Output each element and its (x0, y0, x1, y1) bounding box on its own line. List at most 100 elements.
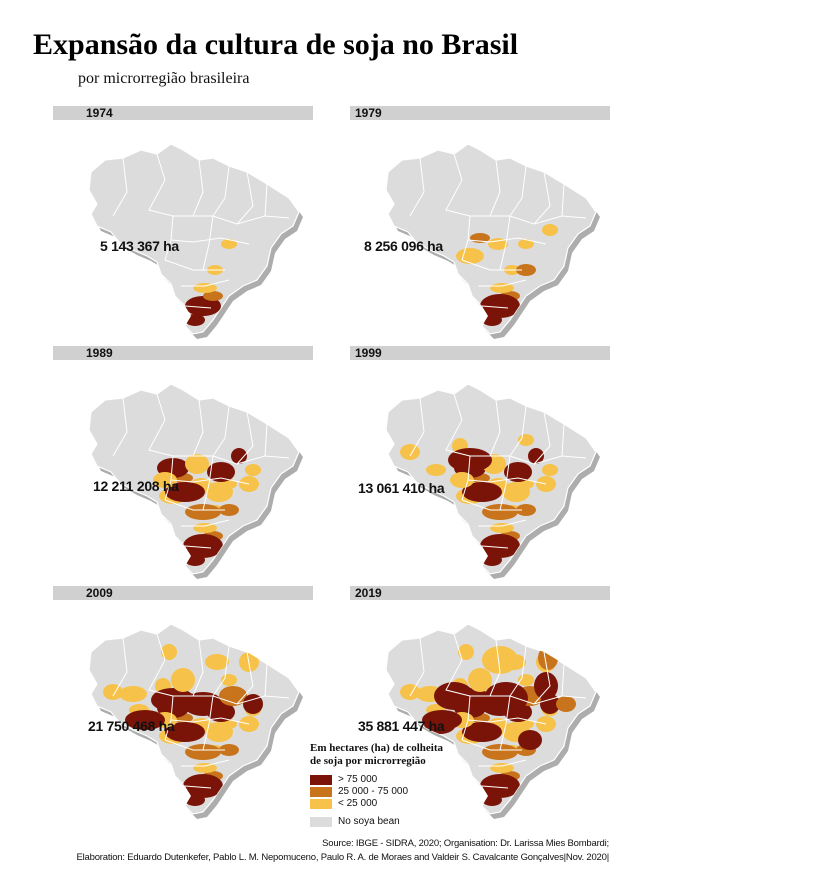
year-bar (350, 106, 610, 120)
soy-region-high (480, 534, 520, 558)
soy-region-low (119, 686, 147, 702)
legend-title-line2: de soja por microrregião (310, 755, 426, 767)
brazil-map (88, 143, 303, 339)
brazil-map (385, 143, 600, 339)
soy-region-high (183, 774, 223, 798)
state-border (445, 633, 471, 697)
state-border (467, 237, 547, 245)
brazil-map (385, 383, 600, 579)
state-border (112, 157, 128, 217)
state-border (470, 455, 587, 465)
soy-region-low (542, 224, 558, 236)
state-border (489, 639, 501, 697)
state-border (202, 695, 214, 751)
soy-region-low (193, 763, 217, 773)
soy-region-mid (185, 744, 221, 760)
map-panel-1999: 1999 13 061 410 ha (350, 346, 610, 579)
soy-region-mid (482, 744, 518, 760)
soy-region-high (231, 448, 247, 464)
state-border (561, 663, 565, 697)
harvested-area-label: 12 211 208 ha (93, 478, 179, 494)
soy-region-low (171, 668, 195, 692)
year-bar (350, 586, 610, 600)
country-shape (88, 143, 300, 335)
state-border (170, 477, 250, 485)
state-border (164, 739, 225, 751)
soy-region-low (482, 646, 518, 674)
soy-region-high (484, 682, 528, 714)
state-border (470, 695, 587, 705)
soy-region-low (490, 523, 514, 533)
soy-region-low (490, 763, 514, 773)
state-border (264, 423, 268, 457)
year-label: 1989 (86, 346, 113, 360)
state-border (181, 519, 230, 527)
state-border (164, 455, 174, 501)
soy-region-high (243, 694, 263, 714)
state-border (489, 159, 501, 217)
map-panel-2019: 2019 35 881 447 ha (350, 586, 610, 819)
state-border (181, 279, 230, 287)
soy-region-low (490, 283, 514, 293)
soy-region-mid (203, 291, 223, 301)
state-border (164, 215, 174, 261)
harvested-area-label: 8 256 096 ha (364, 238, 443, 254)
state-border (112, 637, 128, 697)
soy-region-high (165, 722, 205, 742)
state-border (148, 393, 174, 457)
soy-region-high (480, 294, 520, 318)
state-border (481, 305, 509, 309)
state-border (164, 259, 225, 271)
state-border (164, 499, 225, 511)
soy-region-low (400, 444, 420, 460)
state-border (509, 645, 527, 697)
soy-region-mid (482, 504, 518, 520)
year-label: 1979 (355, 106, 382, 120)
state-border (192, 639, 204, 697)
country-shape (385, 143, 597, 335)
soy-region-low (245, 464, 261, 476)
soy-region-low (518, 239, 534, 249)
state-border (533, 651, 551, 705)
legend-swatch-high (310, 775, 332, 785)
state-border (470, 215, 587, 225)
state-border (481, 785, 509, 789)
credits-elaboration: Elaboration: Eduardo Dutenkefer, Pablo L… (76, 852, 610, 863)
country-shape (385, 383, 597, 575)
soy-region-high (518, 730, 542, 750)
brazil-map (88, 623, 303, 819)
map-legend: Em hectares (ha) de colheita de soja por… (310, 742, 470, 832)
map-panel-1979: 1979 8 256 096 ha (350, 106, 610, 339)
state-border (170, 237, 250, 245)
state-border (409, 397, 425, 457)
soy-region-low (468, 668, 492, 692)
legend-swatch-low (310, 799, 332, 809)
soy-region-low (161, 644, 177, 660)
map-subtitle: por microrregião brasileira (78, 70, 250, 87)
soy-region-high (125, 710, 165, 730)
soy-region-mid (185, 504, 221, 520)
soy-region-low (502, 482, 530, 502)
state-border (461, 499, 522, 511)
legend-item-mid: 25 000 - 75 000 (310, 787, 408, 797)
map-title: Expansão da cultura de soja no Brasil (33, 28, 519, 61)
state-border (236, 411, 254, 465)
soy-region-low (193, 283, 217, 293)
soy-region-high (504, 462, 532, 482)
soy-region-low (488, 238, 508, 250)
state-border (184, 545, 212, 549)
state-border (112, 397, 128, 457)
soy-region-high (462, 722, 502, 742)
soy-region-mid (556, 696, 576, 712)
brazil-map (385, 623, 600, 819)
state-border (478, 759, 527, 767)
soy-region-high (480, 774, 520, 798)
state-border (445, 153, 471, 217)
map-panel-2009: 2009 21 750 468 ha (53, 586, 313, 819)
map-panel-1974: 1974 5 143 367 ha (53, 106, 313, 339)
soy-region-high (528, 448, 544, 464)
soy-region-mid (516, 264, 536, 276)
state-border (499, 215, 511, 271)
soy-region-low (185, 454, 209, 474)
year-label: 2019 (355, 586, 382, 600)
